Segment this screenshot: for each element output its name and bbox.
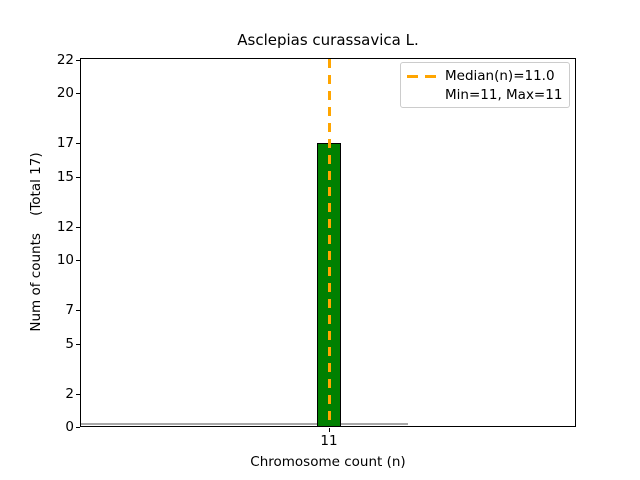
baseline-strip bbox=[81, 423, 408, 425]
y-tick-mark bbox=[76, 344, 80, 345]
y-tick-label: 5 bbox=[65, 336, 74, 352]
legend-label-median: Median(n)=11.0 bbox=[445, 68, 555, 84]
y-tick-mark bbox=[76, 177, 80, 178]
y-tick-label: 20 bbox=[56, 85, 74, 101]
y-tick-label: 7 bbox=[65, 302, 74, 318]
y-tick-mark bbox=[76, 310, 80, 311]
y-tick-label: 17 bbox=[56, 135, 74, 151]
y-tick-label: 12 bbox=[56, 219, 74, 235]
y-tick-mark bbox=[76, 93, 80, 94]
legend-swatch-spacer bbox=[407, 94, 436, 97]
y-tick-mark bbox=[76, 60, 80, 61]
legend: Median(n)=11.0 Min=11, Max=11 bbox=[400, 62, 570, 108]
x-tick-label: 11 bbox=[320, 433, 338, 449]
x-tick-mark bbox=[328, 428, 330, 432]
y-tick-label: 15 bbox=[56, 169, 74, 185]
legend-row-minmax: Min=11, Max=11 bbox=[407, 86, 562, 105]
y-tick-label: 22 bbox=[56, 52, 74, 68]
legend-row-median: Median(n)=11.0 bbox=[407, 67, 562, 86]
x-axis-label: Chromosome count (n) bbox=[250, 454, 406, 470]
median-line bbox=[327, 59, 331, 426]
y-tick-mark bbox=[76, 394, 80, 395]
y-tick-mark bbox=[76, 260, 80, 261]
y-axis-label-text: Num of counts (Total 17) bbox=[28, 152, 44, 332]
y-tick-mark bbox=[76, 143, 80, 144]
y-tick-mark bbox=[76, 227, 80, 228]
y-tick-label: 0 bbox=[65, 419, 74, 435]
y-tick-label: 10 bbox=[56, 252, 74, 268]
y-tick-mark bbox=[76, 427, 80, 428]
median-dashed-line-swatch bbox=[407, 75, 436, 78]
legend-label-minmax: Min=11, Max=11 bbox=[445, 87, 563, 103]
chart-title: Asclepias curassavica L. bbox=[237, 31, 419, 49]
y-tick-label: 2 bbox=[65, 386, 74, 402]
